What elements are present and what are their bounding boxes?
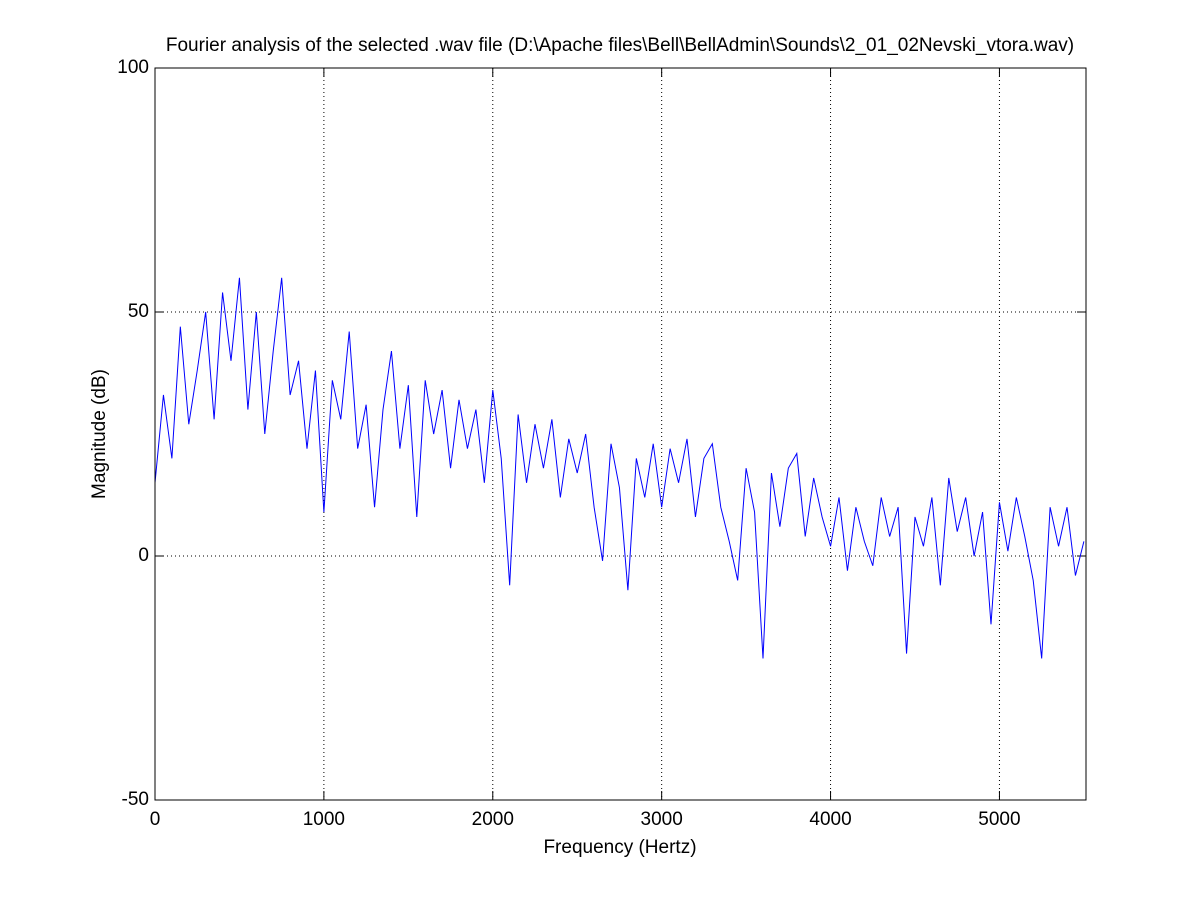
x-tick-label: 2000 (472, 809, 514, 830)
y-tick-label: 0 (138, 545, 149, 566)
x-tick-label: 4000 (809, 809, 851, 830)
axes-box (154, 67, 1087, 801)
x-tick-label: 3000 (641, 809, 683, 830)
x-axis-label: Frequency (Hertz) (543, 837, 696, 858)
y-tick-label: 50 (128, 301, 149, 322)
x-tick-label: 1000 (303, 809, 345, 830)
y-axis-label: Magnitude (dB) (89, 369, 110, 499)
x-tick-label: 5000 (978, 809, 1020, 830)
y-tick-label: 100 (117, 57, 149, 78)
spectrum-line (154, 277, 1085, 659)
chart-title: Fourier analysis of the selected .wav fi… (166, 35, 1074, 56)
y-tick-label: -50 (122, 789, 149, 810)
plot-area (155, 68, 1086, 800)
x-tick-label: 0 (150, 809, 161, 830)
